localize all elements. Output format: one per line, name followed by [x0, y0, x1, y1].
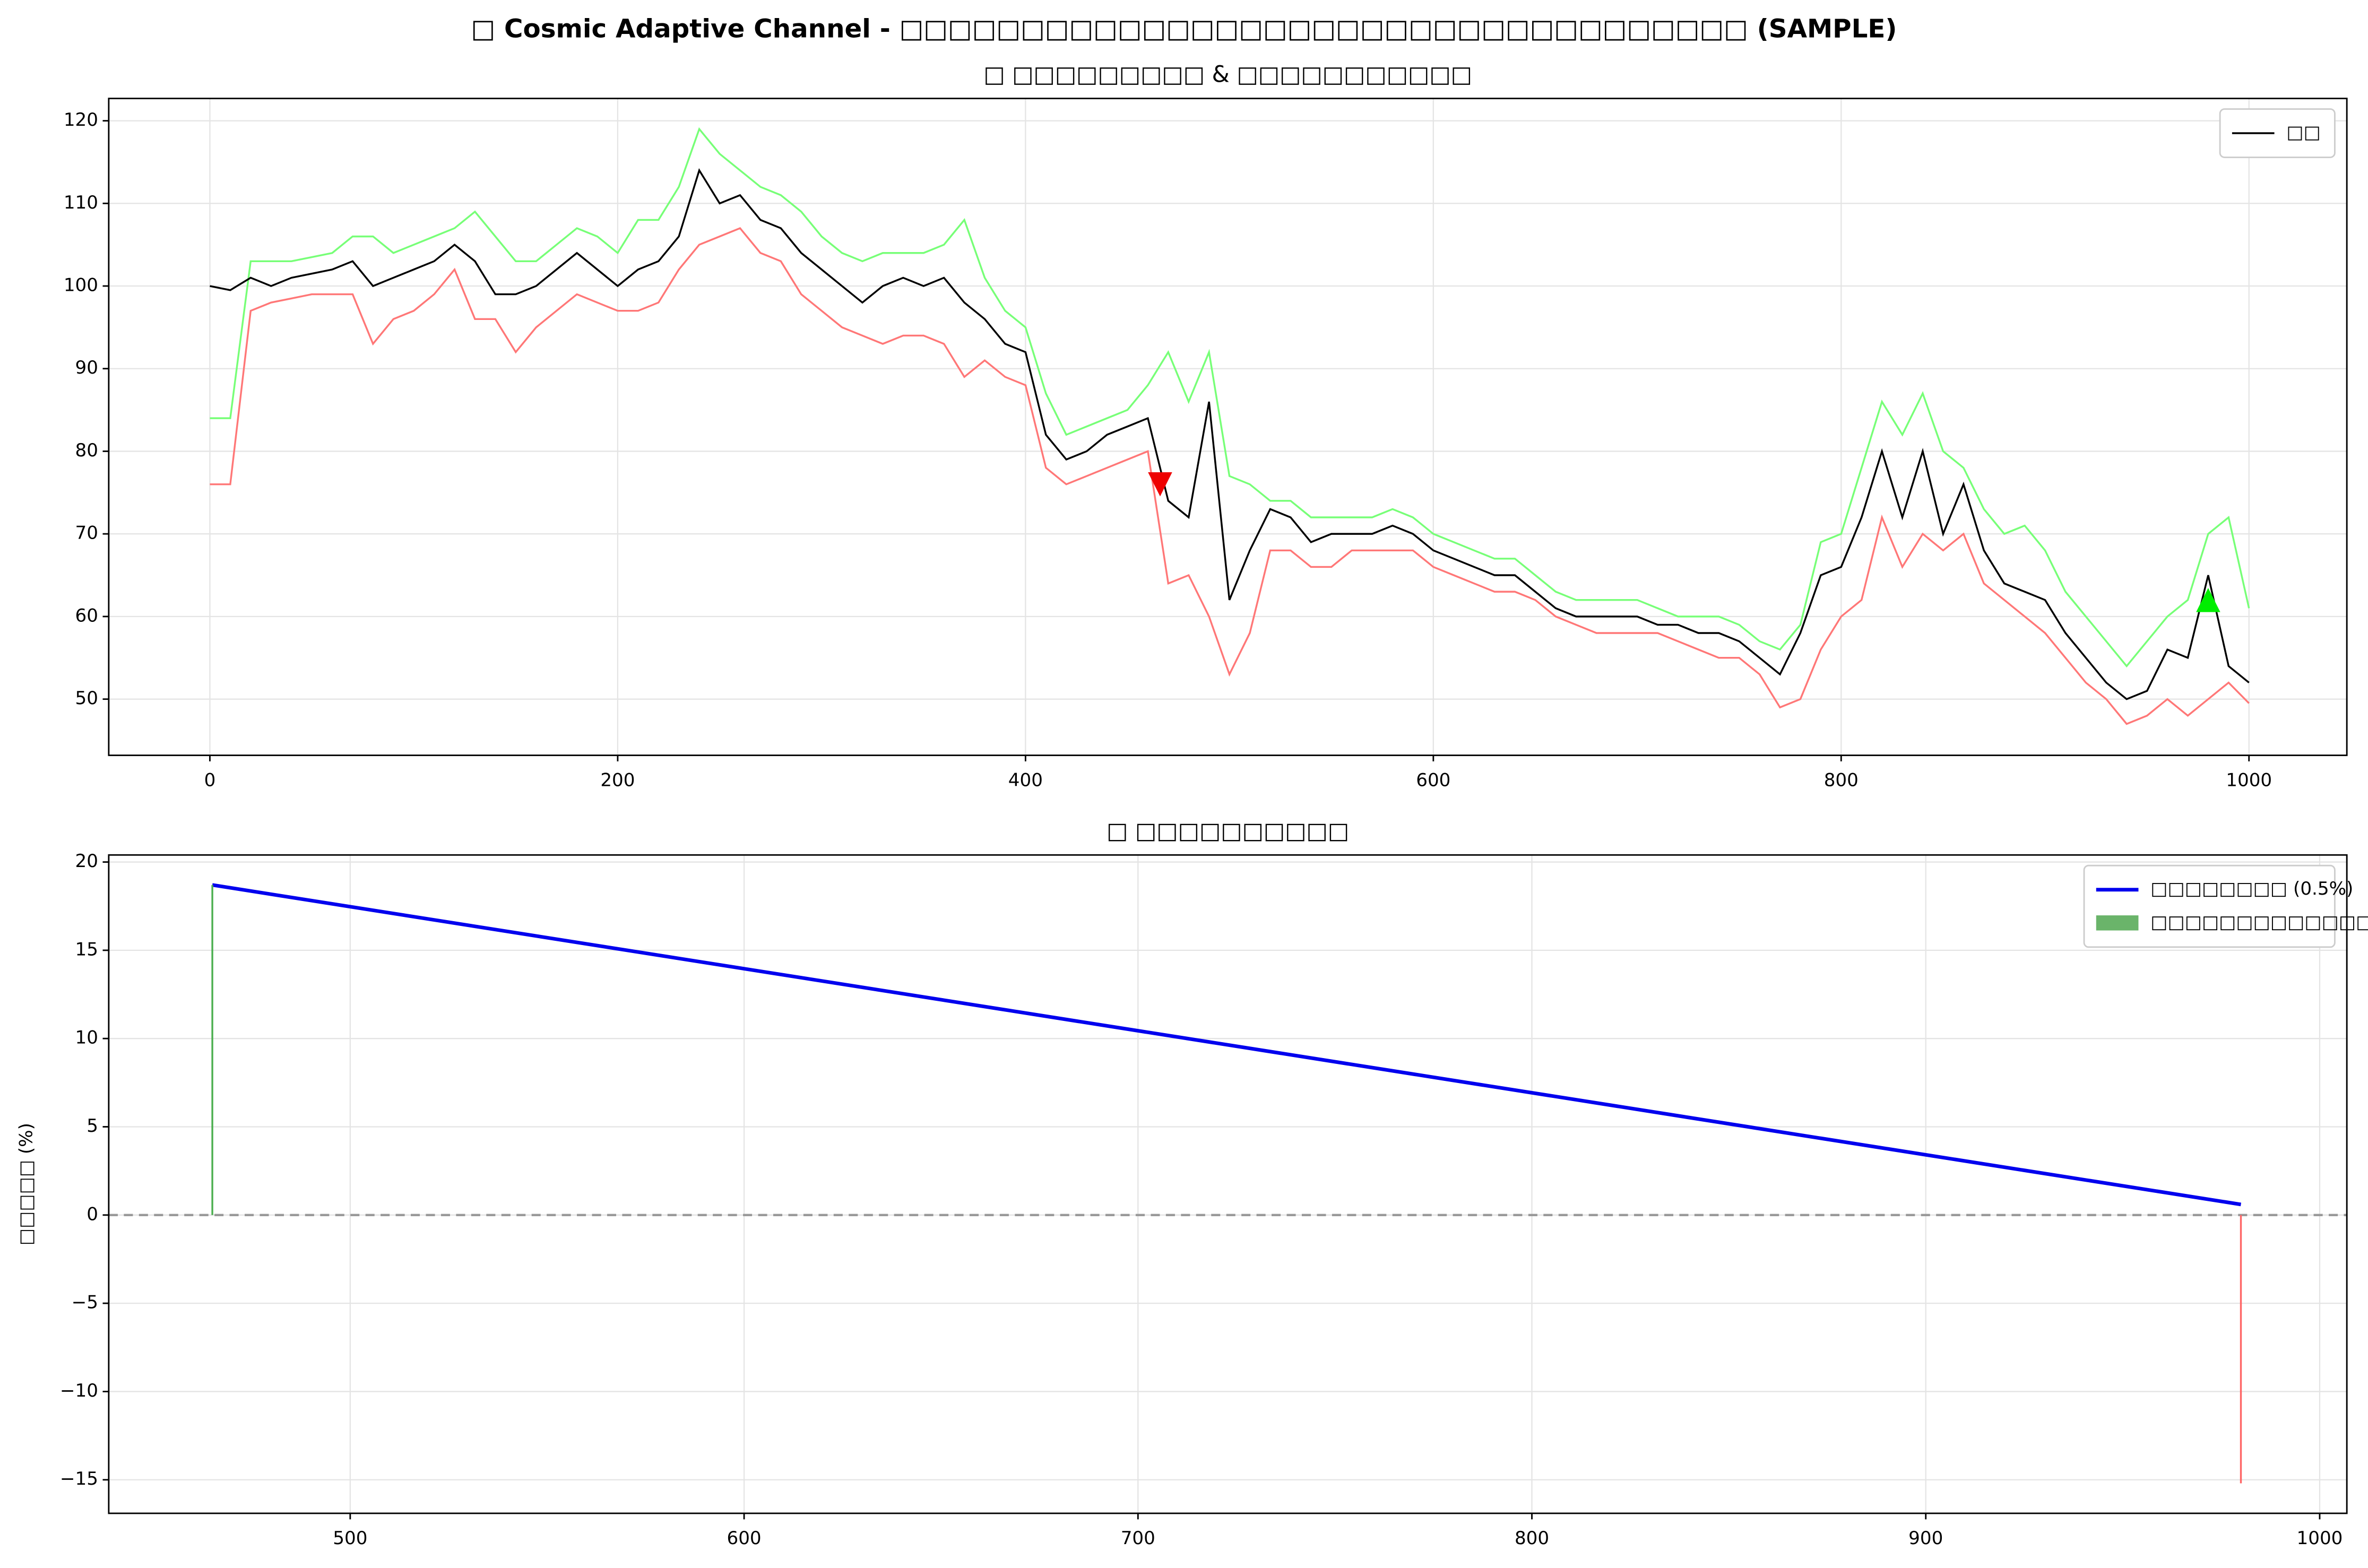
legend-frame — [2083, 864, 2336, 948]
bar — [2240, 1215, 2242, 1484]
line-series — [210, 168, 2250, 700]
y-tick-label: 5 — [87, 1115, 98, 1137]
axes-title: □ □□□□□□□□□ & □□□□□□□□□□□ — [983, 61, 1472, 88]
suptitle: □ Cosmic Adaptive Channel - □□□□□□□□□□□□… — [471, 14, 1897, 44]
y-tick-label: −15 — [60, 1468, 98, 1489]
x-tick-label: 600 — [1416, 769, 1450, 791]
axes-frame — [108, 854, 2348, 1514]
line-series — [212, 883, 2242, 1207]
y-tick-label: 90 — [75, 357, 98, 378]
axes-frame — [108, 98, 2348, 756]
y-tick-label: −10 — [60, 1380, 98, 1401]
signal-marker — [2196, 587, 2220, 612]
y-tick-label: 100 — [64, 275, 98, 296]
x-tick-label: 800 — [1515, 1528, 1549, 1549]
x-tick-label: 500 — [333, 1528, 367, 1549]
y-tick-label: −5 — [72, 1292, 98, 1313]
bar — [211, 885, 213, 1215]
axes-title: □ □□□□□□□□□□ — [1107, 818, 1349, 844]
y-tick-label: 120 — [64, 109, 98, 131]
legend-label: □□ — [2286, 122, 2320, 143]
signal-marker — [1148, 472, 1172, 497]
x-tick-label: 1000 — [2226, 769, 2272, 791]
y-tick-label: 70 — [75, 523, 98, 544]
legend: □□ — [2219, 108, 2336, 158]
y-tick-label: 15 — [75, 939, 98, 960]
line-series — [210, 127, 2250, 668]
y-tick-label: 50 — [75, 688, 98, 709]
x-tick-label: 600 — [727, 1528, 762, 1549]
y-tick-label: 110 — [64, 192, 98, 213]
y-tick-label: 80 — [75, 440, 98, 461]
y-tick-label: 20 — [75, 851, 98, 872]
x-tick-label: 900 — [1908, 1528, 1943, 1549]
x-tick-label: 200 — [600, 769, 635, 791]
legend-swatch — [2096, 915, 2139, 931]
y-tick-label: 60 — [75, 605, 98, 626]
x-tick-label: 800 — [1824, 769, 1859, 791]
x-tick-label: 700 — [1121, 1528, 1155, 1549]
legend: □□□□□□□□ (0.5%) □□□□□□□□□□□□□ — [2083, 864, 2368, 948]
y-axis-label: □□□□□ (%) — [16, 1123, 37, 1245]
y-tick-label: 0 — [87, 1203, 98, 1225]
x-tick-label: 1000 — [2297, 1528, 2343, 1549]
x-tick-label: 400 — [1008, 769, 1043, 791]
x-tick-label: 0 — [204, 769, 216, 791]
line-series — [210, 227, 2250, 725]
legend-label: □□□□□□□□□□□□□ — [2150, 912, 2368, 933]
y-tick-label: 10 — [75, 1027, 98, 1049]
legend-frame — [2219, 108, 2336, 158]
legend-label: □□□□□□□□ (0.5%) — [2150, 878, 2353, 899]
